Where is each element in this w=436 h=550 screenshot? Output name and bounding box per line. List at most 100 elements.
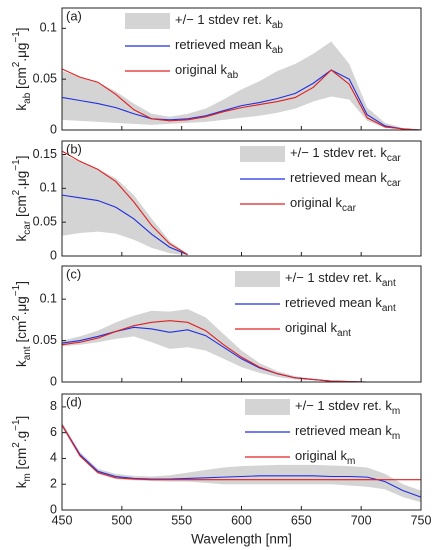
legend-name: retrieved mean k	[285, 295, 382, 310]
legend-name: retrieved mean k	[290, 170, 387, 185]
stdev-band	[62, 154, 188, 256]
panel: 00.050.1(a)kab [cm2.μg−1]+/− 1 stdev ret…	[11, 7, 422, 136]
legend-label: +/− 1 stdev ret. kcar	[290, 145, 401, 163]
legend-name: original k	[175, 62, 228, 77]
y-tick-label: 0	[50, 122, 57, 136]
legend-name-sub: ab	[272, 20, 284, 31]
legend-label: retrieved mean km	[295, 423, 400, 441]
y-axis-label-part: k	[14, 481, 29, 488]
series-line	[61, 320, 368, 383]
y-axis-label-part: 2	[11, 61, 22, 67]
series-line	[61, 424, 422, 498]
y-tick-label: 4	[50, 451, 57, 465]
y-axis-label-part: 2	[11, 442, 22, 448]
y-tick-label: 0.1	[40, 181, 57, 195]
legend-label: retrieved mean kcar	[290, 170, 401, 188]
legend-label: original km	[295, 448, 355, 466]
x-axis-label: Wavelength [nm]	[191, 532, 292, 547]
y-tick-label: 0	[50, 248, 57, 262]
y-tick-label: 0.05	[33, 333, 57, 347]
legend-label: original kcar	[290, 195, 357, 213]
y-axis-label-part: [cm	[14, 195, 29, 221]
stdev-band	[62, 41, 421, 130]
y-axis-label-part: ]	[14, 416, 29, 420]
y-tick-label: 0.15	[33, 147, 57, 161]
panel-label: (d)	[66, 394, 82, 409]
legend-name-sub: ab	[227, 70, 239, 81]
y-axis-label-part: .μg	[14, 43, 29, 62]
y-axis-label-part: ]	[14, 27, 29, 31]
legend-name-sub: car	[387, 153, 402, 164]
legend-label: +/− 1 stdev ret. kant	[285, 270, 396, 288]
y-tick-label: 0.1	[40, 21, 57, 35]
legend-label: retrieved mean kab	[175, 37, 283, 55]
legend-name: original k	[295, 448, 348, 463]
x-tick-label: 650	[291, 513, 312, 527]
legend-label: original kant	[285, 320, 351, 338]
series-line	[61, 194, 188, 256]
y-tick-label: 8	[50, 399, 57, 413]
panel-label: (c)	[66, 266, 81, 281]
series-line	[61, 69, 422, 131]
y-tick-label: 0	[50, 502, 57, 516]
y-tick-label: 0.05	[33, 214, 57, 228]
y-axis-label-part: k	[14, 234, 29, 241]
x-tick-label: 550	[171, 513, 192, 527]
y-axis-label-part: −1	[11, 31, 22, 43]
y-axis-label: km [cm2.g−1]	[11, 416, 33, 489]
y-axis-label-part: car	[22, 220, 33, 235]
panel: 00.050.1(c)kant [cm2.μg−1] +/− 1 stdev re…	[11, 265, 422, 388]
legend-name-sub: m	[392, 431, 400, 442]
legend-name: +/− 1 stdev ret. k	[175, 12, 272, 27]
y-axis-label-part: ]	[14, 281, 29, 285]
legend-name: +/− 1 stdev ret. k	[290, 145, 387, 160]
y-axis-label-part: k	[14, 104, 29, 111]
y-axis-label-part: [cm	[14, 448, 29, 474]
legend-swatch	[240, 146, 285, 162]
y-axis-label-part: −1	[11, 419, 22, 431]
x-tick-label: 700	[351, 513, 372, 527]
legend-name: retrieved mean k	[175, 37, 272, 52]
legend-swatch	[235, 271, 280, 287]
series-line	[61, 424, 421, 481]
legend-label: original kab	[175, 62, 239, 80]
y-axis-label: kab [cm2.μg−1]	[11, 27, 33, 110]
legend-name-sub: car	[387, 178, 402, 189]
legend-label: +/− 1 stdev ret. km	[295, 398, 400, 416]
y-axis-label-part: .g	[14, 431, 29, 442]
legend-name: +/− 1 stdev ret. k	[285, 270, 382, 285]
panel: 0 2 4 6 8 450 500 550 600 650 700 750 (d) Wavelength …	[11, 393, 432, 547]
panel: 00.050.10.15 (b)kcar [cm2.μg−1] +/− 1 stde…	[11, 140, 422, 262]
y-tick-label: 0.1	[40, 291, 57, 305]
legend-name: +/− 1 stdev ret. k	[295, 398, 392, 413]
y-axis-label-part: ]	[14, 156, 29, 160]
legend-swatch	[245, 399, 290, 415]
y-tick-label: 2	[50, 477, 57, 491]
panel-label: (a)	[66, 8, 82, 23]
y-axis-label-part: k	[14, 360, 29, 367]
legend-name-sub: ant	[337, 328, 351, 339]
y-tick-label: 0	[50, 374, 57, 388]
legend-name-sub: m	[392, 406, 400, 417]
y-axis-label-part: .μg	[14, 296, 29, 315]
series-line	[61, 150, 188, 256]
panel-label: (b)	[66, 141, 82, 156]
legend-name: original k	[290, 195, 343, 210]
y-axis-label-part: ant	[22, 346, 33, 360]
y-axis-label-part: 2	[11, 189, 22, 195]
y-axis-label-part: .μg	[14, 171, 29, 190]
y-tick-label: 6	[50, 425, 57, 439]
y-axis-label-part: [cm	[14, 321, 29, 347]
legend-label: retrieved mean kant	[285, 295, 396, 313]
y-axis-label-part: 2	[11, 315, 22, 321]
x-tick-label: 750	[411, 513, 432, 527]
y-axis-label-part: m	[22, 473, 33, 481]
legend-name-sub: car	[342, 203, 357, 214]
stdev-band	[62, 422, 421, 503]
x-tick-label: 600	[231, 513, 252, 527]
legend-name-sub: m	[347, 456, 355, 467]
y-axis-label: kcar [cm2.μg−1]	[11, 156, 33, 242]
y-axis-label-part: −1	[11, 159, 22, 171]
x-tick-label: 500	[111, 513, 132, 527]
